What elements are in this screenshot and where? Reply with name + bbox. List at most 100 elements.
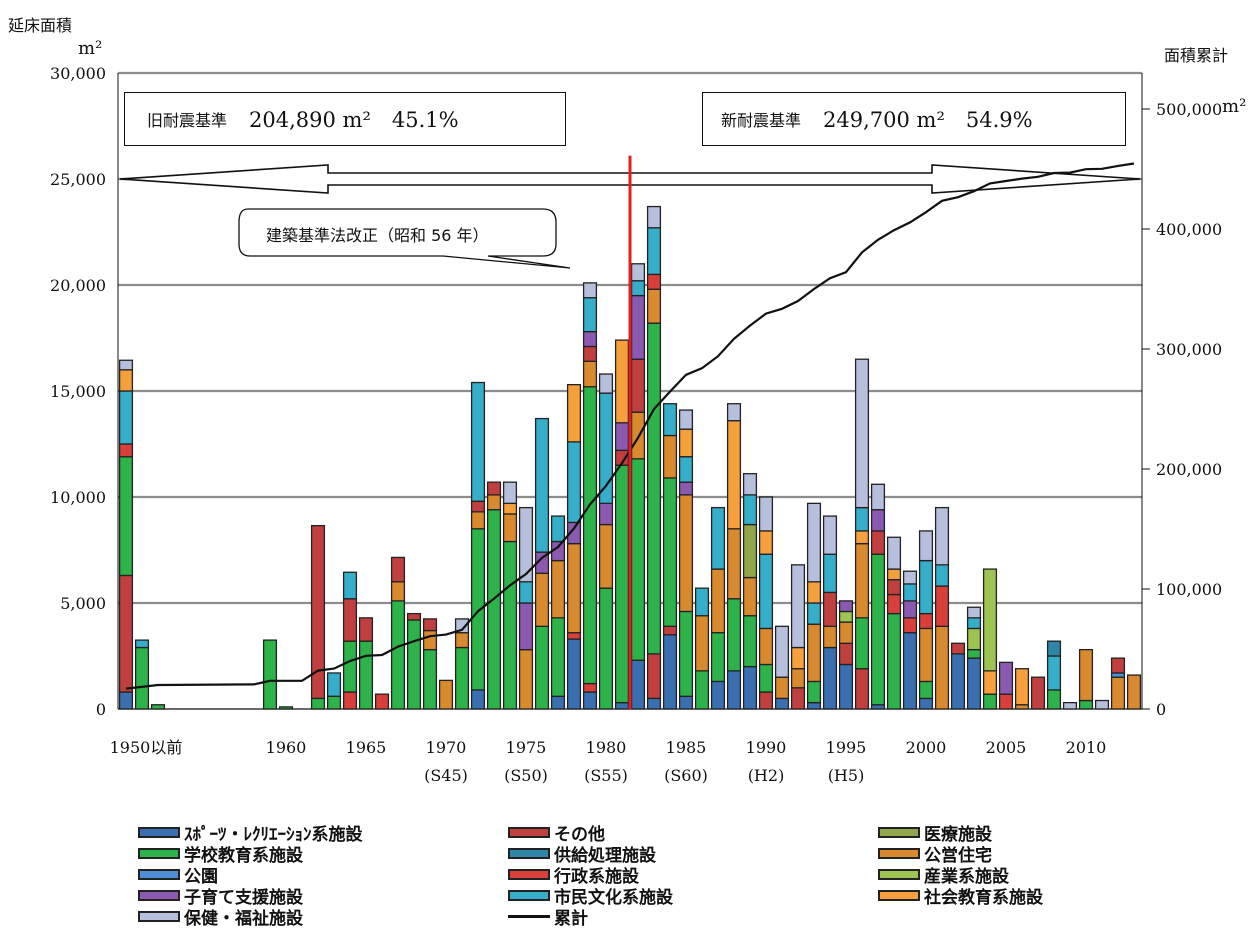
bar-segment-housing — [566, 542, 582, 634]
bar-segment-housing — [694, 615, 710, 672]
bar-segment-sports — [630, 659, 646, 710]
x-tick-label: 1950以前 — [110, 738, 183, 757]
legend-item-industry: 産業系施設 — [878, 864, 1009, 887]
bar-segment-industry — [966, 627, 982, 651]
legend-item-social_edu: 社会教育系施設 — [878, 885, 1043, 908]
legend-label: 供給処理施設 — [554, 845, 656, 866]
bar-segment-school — [342, 640, 358, 693]
callout-text: 建築基準法改正（昭和 56 年） — [266, 226, 489, 245]
bar-segment-childcare — [630, 294, 646, 360]
bar-segment-health — [598, 373, 614, 394]
bar-segment-housing — [790, 668, 806, 689]
x-tick-label: 2010 — [1066, 738, 1107, 757]
bar-segment-school — [726, 598, 742, 672]
bar-segment-housing — [822, 625, 838, 649]
bar-segment-social_edu — [726, 420, 742, 530]
bar-segment-school — [870, 553, 886, 706]
legend-item-medical: 医療施設 — [878, 822, 992, 845]
bar-segment-health — [678, 409, 694, 430]
bar-segment-health — [582, 282, 598, 299]
bar-segment-school — [694, 670, 710, 710]
bar-segment-health — [1062, 701, 1078, 710]
bar-segment-sports — [614, 701, 630, 710]
bar-segment-social_edu — [854, 530, 870, 545]
bar-segment-sports — [662, 634, 678, 710]
bar-segment-culture — [694, 587, 710, 617]
bar-segment-housing — [518, 648, 534, 710]
bar-segment-social_edu — [566, 383, 582, 443]
legend-swatch — [508, 847, 550, 859]
bar-segment-social_edu — [118, 369, 134, 392]
bar-segment-admin — [902, 617, 918, 634]
x-tick-label: 1980 — [586, 738, 627, 757]
legend: ｽﾎﾟｰﾂ・ﾚｸﾘｴｰｼｮﾝ系施設 その他 医療施設 学校教育系施設 供給処理施設 公営住… — [138, 822, 1138, 932]
old-standard-value: 204,890 m² 45.1% — [249, 108, 459, 132]
bar-segment-sports — [950, 653, 966, 710]
bar-segment-health — [806, 502, 822, 583]
bar-segment-childcare — [998, 661, 1014, 695]
bar-segment-social_edu — [982, 670, 998, 695]
bar-segment-school — [326, 695, 342, 710]
bar-segment-social_edu — [790, 646, 806, 670]
bar-segment-health — [934, 506, 950, 566]
x-tick-label: 1995 — [826, 738, 867, 757]
bar-segment-health — [726, 403, 742, 422]
bar-segment-school — [118, 456, 134, 577]
new-standard-name: 新耐震基準 — [721, 111, 802, 130]
bar-segment-housing — [422, 629, 438, 651]
bar-segment-sports — [710, 680, 726, 710]
bar-segment-other — [646, 653, 662, 700]
bar-segment-social_edu — [678, 428, 694, 458]
bar-segment-school — [982, 693, 998, 710]
x-era-label: (S60) — [664, 766, 708, 785]
bar-segment-culture — [918, 559, 934, 615]
x-tick-label: 1990 — [746, 738, 787, 757]
legend-label: 累計 — [554, 908, 588, 929]
bar-segment-culture — [646, 227, 662, 276]
bar-segment-sports — [550, 695, 566, 710]
legend-item-cumulative: 累計 — [508, 906, 588, 929]
bar-segment-housing — [806, 623, 822, 683]
legend-item-other: その他 — [508, 822, 605, 845]
y-left-tick-label: 0 — [96, 700, 106, 719]
legend-swatch — [138, 889, 180, 901]
bar-segment-school — [662, 477, 678, 627]
bar-segment-housing — [742, 576, 758, 617]
bar-segment-sports — [822, 646, 838, 710]
bar-segment-school — [358, 640, 374, 710]
legend-swatch — [138, 847, 180, 859]
legend-line-swatch — [508, 914, 550, 918]
legend-swatch — [878, 847, 920, 859]
bar-segment-health — [822, 515, 838, 555]
bar-segment-culture — [902, 583, 918, 602]
bar-segment-industry — [838, 610, 854, 623]
bar-segment-social_edu — [806, 581, 822, 604]
bar-segment-culture — [806, 602, 822, 625]
bar-segment-other — [758, 691, 774, 710]
bar-segment-sports — [646, 697, 662, 710]
bar-segment-childcare — [902, 600, 918, 619]
y-left-tick-label: 10,000 — [50, 488, 106, 507]
bar-segment-school — [406, 619, 422, 710]
legend-item-health: 保健・福祉施設 — [138, 906, 303, 929]
bar-segment-health — [1094, 699, 1110, 710]
y-left-unit: m² — [78, 38, 103, 59]
y-left-tick-label: 20,000 — [50, 276, 106, 295]
bar-segment-social_edu — [614, 339, 630, 424]
bar-segment-culture — [1046, 655, 1062, 691]
bar-segment-housing — [534, 572, 550, 627]
bar-segment-culture — [134, 639, 150, 649]
bar-segment-other — [390, 556, 406, 583]
legend-item-supply: 供給処理施設 — [508, 843, 656, 866]
x-tick-label: 2005 — [986, 738, 1027, 757]
bar-segment-school — [598, 587, 614, 710]
y-right-tick-label: 0 — [1156, 700, 1166, 719]
bar-segment-health — [902, 570, 918, 585]
bar-segment-school — [150, 704, 166, 710]
bar-segment-school — [630, 458, 646, 661]
bar-segment-housing — [582, 360, 598, 388]
bar-segment-sports — [118, 691, 134, 710]
bar-segment-other — [582, 345, 598, 362]
bar-segment-culture — [582, 297, 598, 333]
bar-segment-school — [454, 646, 470, 710]
